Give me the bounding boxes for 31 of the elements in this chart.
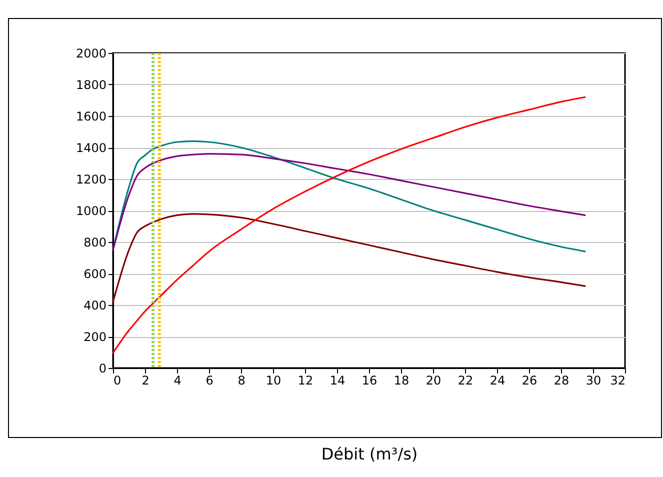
x-tick-label: 2	[142, 374, 150, 388]
y-tick-label: 2000	[76, 46, 106, 60]
x-tick-label: 24	[490, 374, 506, 388]
y-tick-label: 600	[84, 267, 106, 281]
x-tick-label: 32	[610, 374, 626, 388]
x-tick-label: 0	[114, 374, 122, 388]
x-tick-label: 12	[298, 374, 314, 388]
x-tick-label: 20	[426, 374, 442, 388]
x-tick-label: 18	[394, 374, 410, 388]
x-tick-label: 4	[174, 374, 182, 388]
x-tick-label: 10	[266, 374, 282, 388]
y-tick-label: 0	[98, 362, 106, 376]
line-series	[112, 96, 586, 354]
y-tick-label: 200	[84, 330, 106, 344]
y-tick-label: 1800	[76, 78, 106, 92]
y-tick-label: 1600	[76, 110, 106, 124]
x-tick-label: 26	[522, 374, 538, 388]
x-axis-title: Débit (m³/s)	[321, 444, 418, 464]
y-tick-label: 800	[84, 236, 106, 250]
x-tick-label: 28	[554, 374, 570, 388]
x-tick-label: 22	[458, 374, 474, 388]
x-tick-label: 8	[238, 374, 246, 388]
x-tick-label: 30	[586, 374, 602, 388]
y-tick-label: 400	[84, 298, 106, 312]
x-tick-label: 6	[206, 374, 214, 388]
y-tick-label: 1200	[76, 172, 106, 186]
y-tick-label: 1000	[76, 204, 106, 218]
y-tick-label: 1400	[76, 141, 106, 155]
x-tick-label: 14	[330, 374, 346, 388]
x-tick-label: 16	[362, 374, 378, 388]
line-series	[112, 213, 586, 303]
